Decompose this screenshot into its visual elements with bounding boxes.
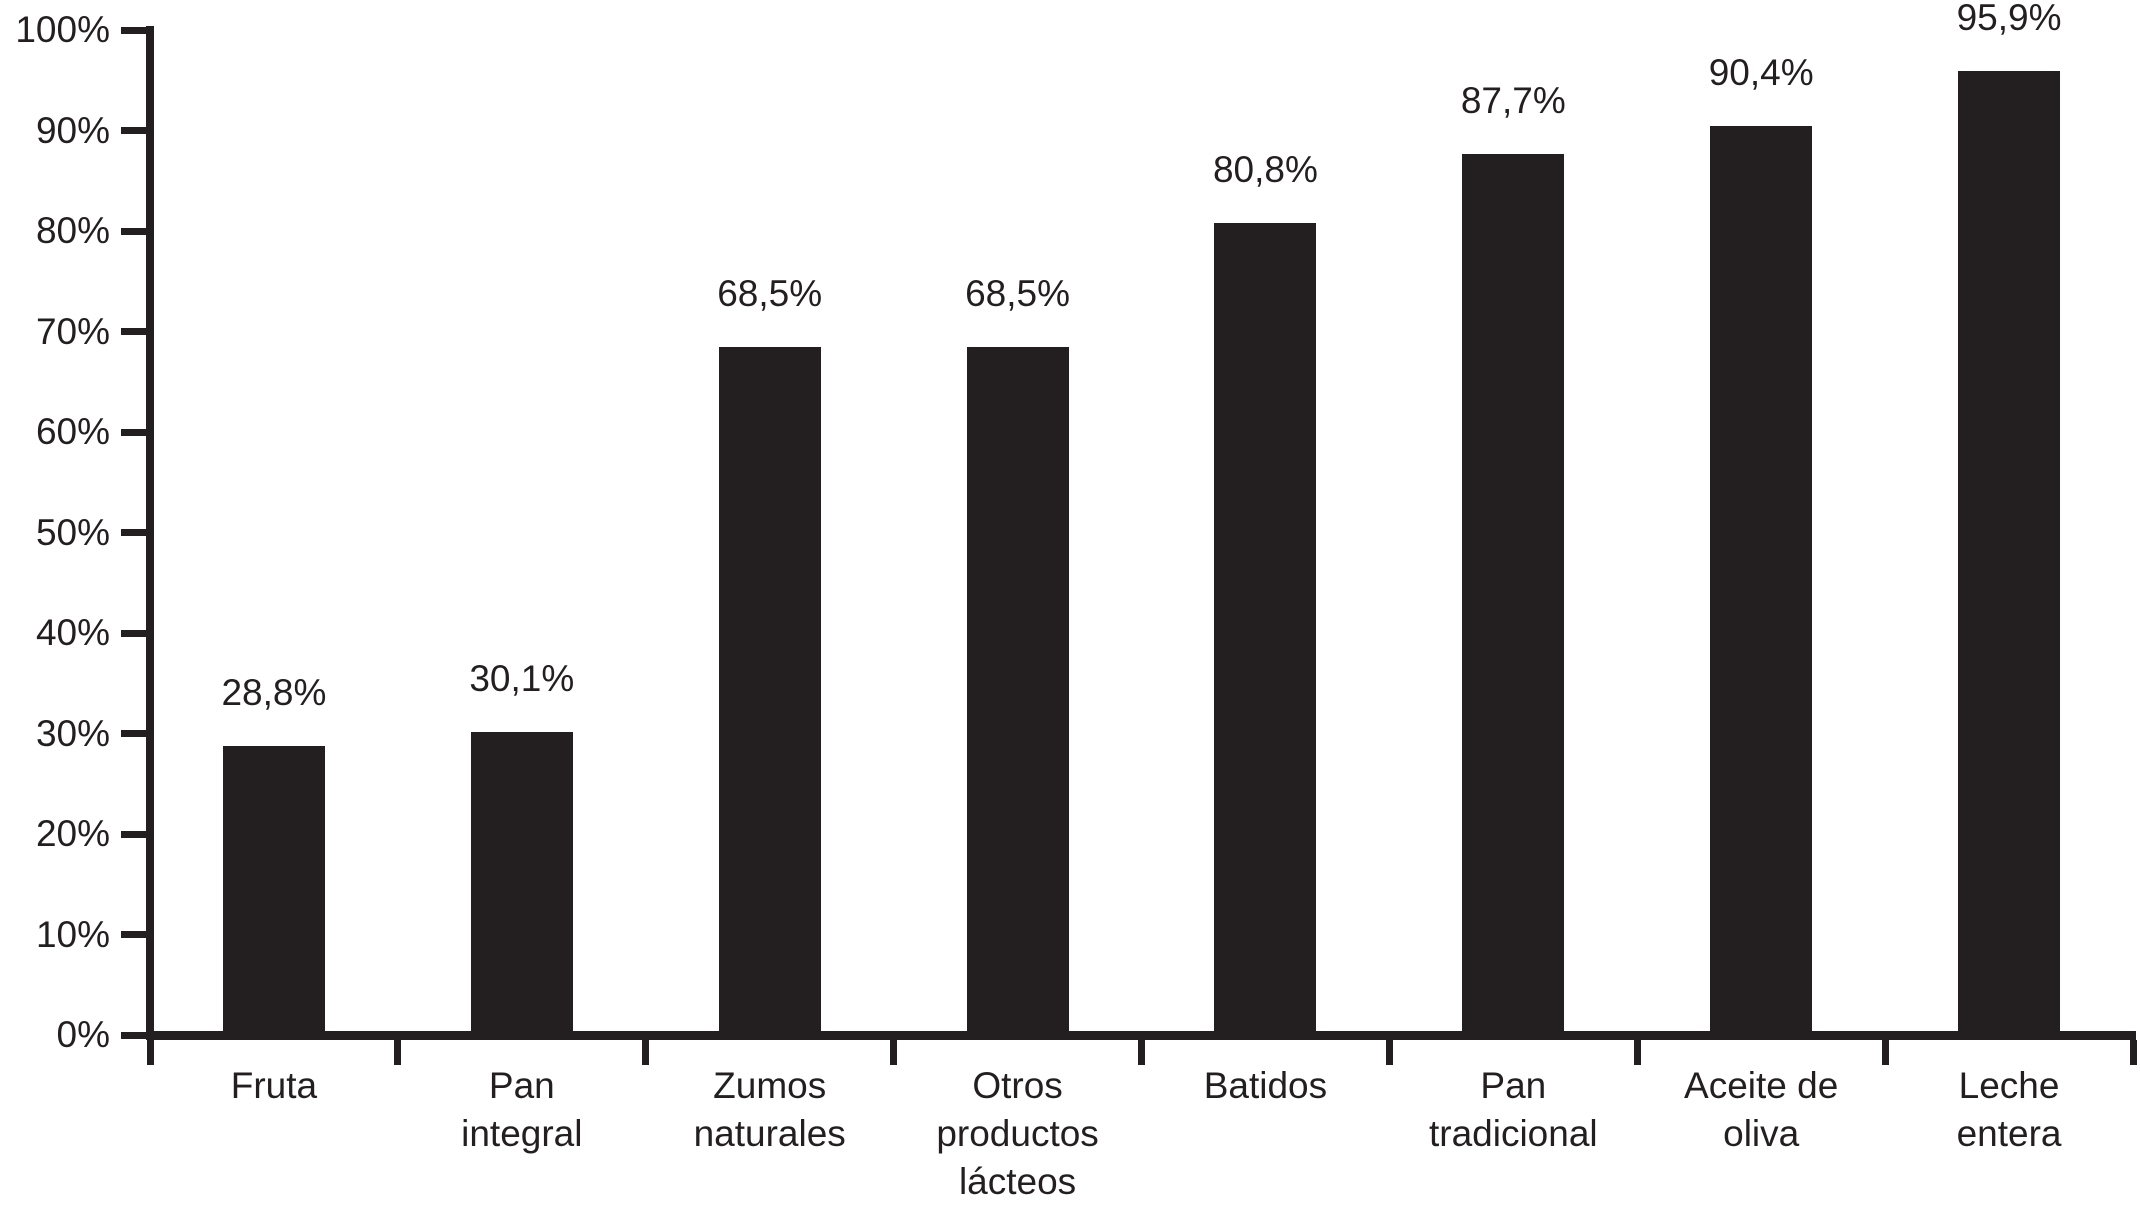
bar-value-label: 87,7% xyxy=(1460,79,1566,121)
x-axis-category-label: Aceite de oliva xyxy=(1637,1062,1885,1158)
x-axis-tick xyxy=(890,1040,898,1065)
x-axis-category-label-line: Fruta xyxy=(230,1065,318,1106)
x-axis-tick xyxy=(394,1040,402,1065)
x-axis-line xyxy=(146,1031,2136,1040)
x-axis-tick xyxy=(1385,1040,1393,1065)
x-axis-category-label-line: lácteos xyxy=(958,1161,1077,1202)
y-axis-label: 40% xyxy=(35,612,110,653)
bar-value-label: 80,8% xyxy=(1212,148,1318,190)
y-axis-label: 0% xyxy=(56,1014,110,1055)
bar xyxy=(1958,71,2061,1031)
bar xyxy=(1462,153,1565,1031)
x-axis-category-label-line: Pan xyxy=(488,1065,555,1106)
y-axis-label: 10% xyxy=(35,913,110,955)
x-axis-category-label-line: entera xyxy=(1956,1113,2062,1154)
x-axis-tick xyxy=(1881,1040,1889,1065)
y-axis-tick xyxy=(121,629,146,637)
y-axis-label: 100% xyxy=(15,9,110,50)
y-axis-tick xyxy=(121,830,146,838)
y-axis-label: 70% xyxy=(35,310,110,352)
y-axis-label: 60% xyxy=(35,411,110,452)
y-axis-tick xyxy=(121,328,146,335)
x-axis-category-label-line: Otros xyxy=(972,1065,1063,1106)
bar-value-label: 95,9% xyxy=(1956,0,2062,39)
x-axis-category-label: Batidos xyxy=(1142,1062,1390,1110)
bar xyxy=(966,346,1069,1031)
x-axis-tick xyxy=(1138,1040,1145,1065)
y-axis-tick xyxy=(121,127,146,134)
x-axis-category-label: Fruta xyxy=(150,1062,398,1110)
x-axis-category-label: Leche entera xyxy=(1885,1062,2133,1158)
x-axis-category-label-line: Leche xyxy=(1958,1065,2060,1106)
x-axis-tick xyxy=(146,1040,154,1065)
x-axis-category-label-line: Aceite de xyxy=(1684,1065,1839,1106)
x-axis-tick xyxy=(1633,1040,1641,1065)
y-axis-label: 20% xyxy=(35,813,110,854)
x-axis-category-label-line: Pan xyxy=(1480,1065,1547,1106)
bar xyxy=(1710,126,1813,1031)
bar xyxy=(470,732,573,1031)
x-axis-category-label-line: tradicional xyxy=(1428,1113,1598,1154)
x-axis-category-label: Otros productos lácteos xyxy=(894,1062,1142,1206)
y-axis-tick xyxy=(121,1031,146,1039)
x-axis-category-label-line: naturales xyxy=(693,1113,846,1154)
bar-value-label: 68,5% xyxy=(717,272,823,314)
y-axis-label: 50% xyxy=(35,511,110,553)
y-axis-label: 80% xyxy=(35,210,110,251)
y-axis-tick xyxy=(121,26,146,34)
y-axis-label: 30% xyxy=(35,712,110,754)
bar-value-label: 30,1% xyxy=(469,658,575,700)
x-axis-category-label-line: integral xyxy=(461,1113,583,1154)
y-axis-tick xyxy=(121,227,146,235)
bar-value-label: 28,8% xyxy=(221,671,327,713)
bar xyxy=(222,745,325,1031)
x-axis-tick xyxy=(642,1040,650,1065)
bar-value-label: 90,4% xyxy=(1708,52,1814,94)
x-axis-category-label: Pan tradicional xyxy=(1389,1062,1637,1158)
y-axis-tick xyxy=(121,730,146,737)
x-axis-category-label-line: Zumos xyxy=(713,1065,827,1106)
x-axis-category-label-line: productos xyxy=(936,1113,1099,1154)
x-axis-category-label: Zumos naturales xyxy=(646,1062,894,1158)
y-axis-line xyxy=(146,26,154,1040)
x-axis-category-label-line: Batidos xyxy=(1203,1065,1328,1106)
bar xyxy=(1214,222,1317,1031)
bar-value-label: 68,5% xyxy=(965,272,1071,314)
y-axis-tick xyxy=(121,529,146,536)
bar xyxy=(718,346,821,1031)
x-axis-category-label: Pan integral xyxy=(398,1062,646,1158)
x-axis-tick xyxy=(2129,1040,2137,1065)
y-axis-tick xyxy=(121,428,146,436)
x-axis-category-label-line: oliva xyxy=(1723,1113,1800,1154)
y-axis-tick xyxy=(121,931,146,938)
y-axis-label: 90% xyxy=(35,109,110,151)
